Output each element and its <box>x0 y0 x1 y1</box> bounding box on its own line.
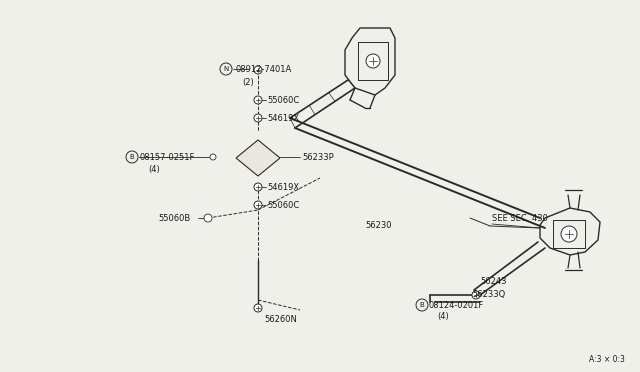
Text: 56233Q: 56233Q <box>472 289 505 298</box>
Text: 55060C: 55060C <box>267 201 300 209</box>
Text: 56233P: 56233P <box>302 153 333 161</box>
Text: SEE SEC. 430: SEE SEC. 430 <box>492 214 548 222</box>
Text: B: B <box>420 302 424 308</box>
Text: 08912-7401A: 08912-7401A <box>235 64 291 74</box>
Text: 56243: 56243 <box>480 278 506 286</box>
Circle shape <box>254 96 262 104</box>
Text: 56260N: 56260N <box>264 315 297 324</box>
Circle shape <box>254 183 262 191</box>
Circle shape <box>204 214 212 222</box>
Circle shape <box>254 114 262 122</box>
Text: 54619X: 54619X <box>267 183 299 192</box>
Polygon shape <box>236 140 280 176</box>
Text: 54619X: 54619X <box>267 113 299 122</box>
Circle shape <box>254 66 262 74</box>
Circle shape <box>366 54 380 68</box>
Text: N: N <box>223 66 228 72</box>
Text: 55060B: 55060B <box>158 214 190 222</box>
Circle shape <box>210 154 216 160</box>
Text: 56230: 56230 <box>365 221 392 230</box>
Text: A:3 × 0:3: A:3 × 0:3 <box>589 356 625 365</box>
Text: (4): (4) <box>148 164 160 173</box>
Text: B: B <box>130 154 134 160</box>
Text: 08157-0251F: 08157-0251F <box>140 153 195 161</box>
Circle shape <box>254 201 262 209</box>
Text: 55060C: 55060C <box>267 96 300 105</box>
Text: 08124-0201F: 08124-0201F <box>429 301 484 310</box>
Text: (2): (2) <box>242 77 253 87</box>
Text: (4): (4) <box>437 312 449 321</box>
Circle shape <box>561 226 577 242</box>
Circle shape <box>254 304 262 312</box>
Circle shape <box>472 291 480 299</box>
